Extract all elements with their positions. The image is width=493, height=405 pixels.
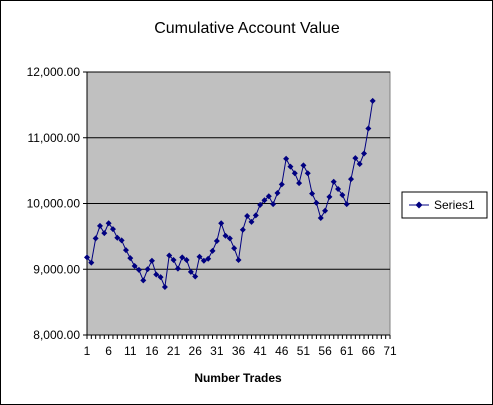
data-point bbox=[122, 247, 129, 254]
data-point bbox=[265, 193, 272, 200]
data-point bbox=[105, 220, 112, 227]
y-tick-label: 11,000.00 bbox=[28, 131, 81, 145]
data-point bbox=[135, 266, 142, 273]
data-point bbox=[92, 235, 99, 242]
data-point bbox=[179, 254, 186, 261]
y-tick-label: 8,000.00 bbox=[33, 328, 80, 342]
data-point bbox=[339, 191, 346, 198]
data-point bbox=[343, 201, 350, 208]
data-point bbox=[274, 189, 281, 196]
data-point bbox=[153, 271, 160, 278]
legend-label: Series1 bbox=[434, 198, 475, 212]
data-point bbox=[261, 197, 268, 204]
data-point bbox=[200, 257, 207, 264]
data-point bbox=[161, 284, 168, 291]
data-point bbox=[118, 237, 125, 244]
x-tick-label: 11 bbox=[124, 344, 137, 358]
data-point bbox=[84, 254, 90, 261]
x-tick-label: 66 bbox=[362, 344, 376, 358]
x-tick-label: 46 bbox=[275, 344, 289, 358]
data-point bbox=[326, 193, 333, 200]
data-point bbox=[239, 226, 246, 233]
x-tick-label: 16 bbox=[145, 344, 159, 358]
legend: Series1 bbox=[401, 191, 488, 219]
data-point bbox=[144, 266, 151, 273]
data-point bbox=[192, 273, 199, 280]
data-point bbox=[330, 178, 337, 185]
data-point bbox=[291, 170, 298, 177]
data-point bbox=[304, 170, 311, 177]
y-axis: 8,000.00 9,000.00 10,000.00 11,000.00 12,000… bbox=[27, 65, 88, 342]
data-point bbox=[131, 262, 138, 269]
x-axis: 1 6 11 16 21 26 31 36 41 46 51 56 61 66 71 bbox=[84, 334, 397, 358]
x-tick-label: 26 bbox=[189, 344, 203, 358]
data-point bbox=[322, 207, 329, 214]
data-point bbox=[148, 257, 155, 264]
data-point bbox=[356, 161, 363, 168]
data-point bbox=[231, 245, 238, 252]
x-tick-label: 71 bbox=[383, 344, 397, 358]
x-tick-label: 61 bbox=[340, 344, 354, 358]
data-point bbox=[88, 259, 95, 266]
data-point bbox=[309, 190, 316, 197]
data-point bbox=[244, 212, 251, 219]
y-tick-label: 9,000.00 bbox=[33, 262, 80, 276]
data-point bbox=[209, 247, 216, 254]
data-point bbox=[205, 255, 212, 262]
data-point bbox=[174, 265, 181, 272]
data-point bbox=[157, 274, 164, 281]
x-tick-label: 41 bbox=[253, 344, 267, 358]
data-point bbox=[317, 214, 324, 221]
data-point bbox=[296, 180, 303, 187]
data-point bbox=[335, 186, 342, 193]
data-point bbox=[170, 257, 177, 264]
data-point bbox=[140, 277, 147, 284]
data-point bbox=[218, 220, 225, 227]
data-point bbox=[313, 199, 320, 206]
data-point bbox=[348, 176, 355, 183]
series-line-group bbox=[84, 97, 376, 291]
chart-title: Cumulative Account Value bbox=[154, 20, 340, 37]
data-point bbox=[252, 212, 259, 219]
data-point bbox=[127, 255, 134, 262]
data-point bbox=[166, 252, 173, 259]
x-tick-label: 1 bbox=[84, 344, 91, 358]
data-point bbox=[257, 201, 264, 208]
data-point bbox=[96, 222, 103, 229]
data-point bbox=[287, 163, 294, 170]
data-point bbox=[361, 150, 368, 157]
data-point bbox=[248, 218, 255, 225]
x-axis-title: Number Trades bbox=[194, 371, 282, 385]
data-point bbox=[365, 125, 372, 132]
data-point bbox=[278, 181, 285, 188]
data-point bbox=[369, 97, 376, 104]
data-point bbox=[196, 253, 203, 260]
legend-marker bbox=[415, 201, 423, 209]
data-point bbox=[283, 155, 290, 162]
data-point bbox=[213, 237, 220, 244]
data-point bbox=[114, 234, 121, 241]
x-tick-label: 31 bbox=[210, 344, 224, 358]
x-tick-label: 36 bbox=[232, 344, 246, 358]
y-tick-label: 10,000.00 bbox=[27, 197, 81, 211]
x-tick-label: 56 bbox=[318, 344, 332, 358]
data-point bbox=[226, 235, 233, 242]
data-point bbox=[235, 257, 242, 264]
data-point bbox=[109, 226, 116, 233]
x-tick-label: 6 bbox=[105, 344, 112, 358]
y-tick-label: 12,000.00 bbox=[27, 65, 81, 79]
data-point bbox=[300, 162, 307, 169]
data-point bbox=[183, 257, 190, 264]
x-tick-label: 21 bbox=[167, 344, 181, 358]
data-point bbox=[187, 268, 194, 275]
data-point bbox=[101, 230, 108, 237]
data-point bbox=[222, 232, 229, 239]
x-tick-label: 51 bbox=[297, 344, 311, 358]
data-point bbox=[352, 155, 359, 162]
data-point bbox=[270, 201, 277, 208]
